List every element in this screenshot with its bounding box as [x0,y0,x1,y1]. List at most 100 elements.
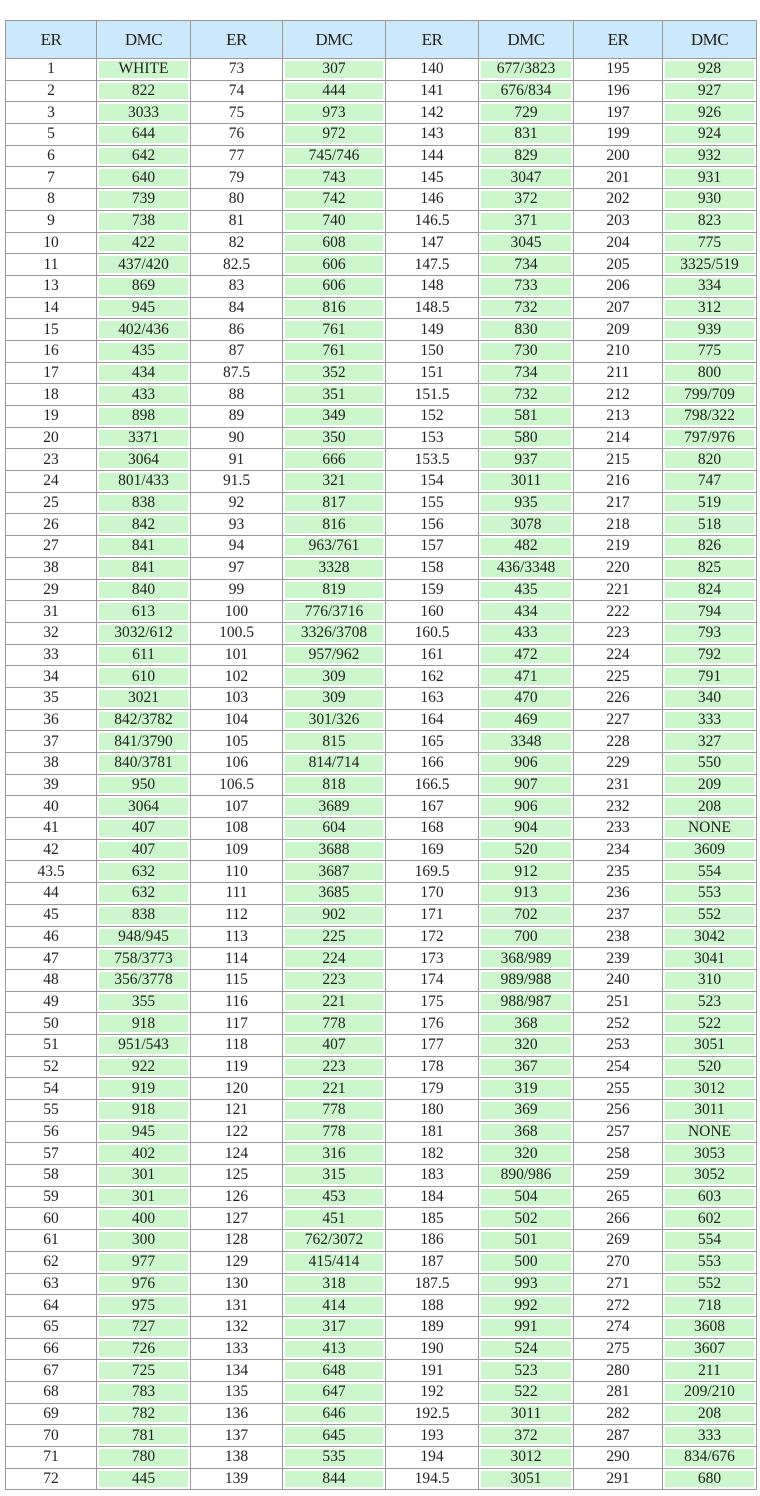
dmc-cell: 471 [478,665,574,688]
dmc-cell: 407 [282,1033,386,1057]
er-cell: 88 [190,383,283,406]
dmc-cell: 433 [478,621,574,645]
table-row: 56 945 122 778 181 368 257 NONE [5,1120,757,1144]
dmc-cell: 816 [282,513,386,537]
er-cell: 233 [573,817,663,840]
dmc-cell: 472 [478,643,574,667]
er-cell: 215 [573,448,663,472]
dmc-cell: 841 [96,535,191,558]
er-cell: 103 [190,686,283,710]
dmc-cell: 3042 [662,925,757,949]
dmc-cell: 818 [282,773,386,797]
er-cell: 140 [385,58,479,81]
dmc-cell: 677/3823 [478,58,574,81]
dmc-cell: 3326/3708 [282,621,386,645]
dmc-cell: 840 [96,578,191,602]
dmc-cell: 935 [478,491,574,515]
er-cell: 29 [5,578,97,602]
dmc-cell: 520 [478,838,574,862]
er-cell: 255 [573,1077,663,1100]
table-row: 18 433 88 351 151.5 732 212 799/709 [5,383,757,406]
dmc-cell: 948/945 [96,925,191,949]
er-cell: 201 [573,166,663,190]
er-cell: 59 [5,1185,97,1209]
table-row: 35 3021 103 309 163 470 226 340 [5,686,757,710]
er-cell: 238 [573,925,663,949]
er-cell: 151 [385,361,479,385]
er-cell: 91.5 [190,470,283,493]
dmc-cell: 798/322 [662,405,757,428]
dmc-cell: 316 [282,1142,386,1166]
er-cell: 173 [385,947,479,970]
er-cell: 195 [573,58,663,81]
er-cell: 174 [385,968,479,992]
dmc-cell: 369 [478,1099,574,1122]
dmc-cell: 553 [662,882,757,905]
dmc-cell: 680 [662,1467,757,1491]
er-cell: 57 [5,1142,97,1166]
er-cell: 153 [385,426,479,450]
table-row: 2 822 74 444 141 676/834 196 927 [5,79,757,103]
dmc-cell: 470 [478,686,574,710]
dmc-cell: 502 [478,1207,574,1231]
dmc-cell: 776/3716 [282,600,386,623]
er-cell: 17 [5,361,97,385]
dmc-cell: 838 [96,903,191,927]
er-cell: 197 [573,101,663,125]
dmc-cell: 762/3072 [282,1229,386,1252]
dmc-cell: 792 [662,643,757,667]
er-cell: 64 [5,1294,97,1317]
dmc-cell: 422 [96,231,191,255]
dmc-cell: 793 [662,621,757,645]
table-row: 45 838 112 902 171 702 237 552 [5,903,757,927]
er-cell: 87.5 [190,361,283,385]
dmc-cell: 640 [96,166,191,190]
dmc-cell: 902 [282,903,386,927]
dmc-cell: 632 [96,860,191,884]
dmc-cell: 825 [662,556,757,580]
er-cell: 10 [5,231,97,255]
dmc-cell: 3053 [662,1142,757,1166]
er-cell: 108 [190,817,283,840]
table-row: 15 402/436 86 761 149 830 209 939 [5,318,757,341]
dmc-cell: 815 [282,730,386,753]
er-cell: 232 [573,795,663,819]
er-cell: 165 [385,730,479,753]
dmc-cell: WHITE [96,58,191,81]
table-row: 23 3064 91 666 153.5 937 215 820 [5,448,757,472]
dmc-cell: 906 [478,752,574,775]
dmc-cell: 315 [282,1164,386,1187]
dmc-cell: 918 [96,1099,191,1122]
dmc-cell: 3325/519 [662,253,757,276]
dmc-cell: 611 [96,643,191,667]
er-cell: 275 [573,1337,663,1361]
dmc-cell: 3012 [662,1077,757,1100]
er-cell: 75 [190,101,283,125]
er-cell: 65 [5,1315,97,1339]
table-row: 49 355 116 221 175 988/987 251 523 [5,990,757,1014]
dmc-cell: 581 [478,405,574,428]
table-row: 68 783 135 647 192 522 281 209/210 [5,1380,757,1404]
table-row: 63 976 130 318 187.5 993 271 552 [5,1272,757,1296]
er-cell: 186 [385,1229,479,1252]
dmc-cell: 608 [282,231,386,255]
er-cell: 41 [5,817,97,840]
er-cell: 257 [573,1120,663,1144]
dmc-cell: 988/987 [478,990,574,1014]
dmc-cell: 951/543 [96,1033,191,1057]
er-cell: 49 [5,990,97,1014]
er-cell: 254 [573,1055,663,1079]
dmc-cell: 937 [478,448,574,472]
er-cell: 147.5 [385,253,479,276]
er-cell: 33 [5,643,97,667]
er-cell: 60 [5,1207,97,1231]
er-cell: 77 [190,144,283,168]
dmc-cell: 504 [478,1185,574,1209]
dmc-cell: 352 [282,361,386,385]
er-cell: 127 [190,1207,283,1231]
table-row: 67 725 134 648 191 523 280 211 [5,1359,757,1382]
er-cell: 125 [190,1164,283,1187]
table-row: 34 610 102 309 162 471 225 791 [5,665,757,688]
dmc-cell: 778 [282,1099,386,1122]
dmc-cell: 822 [96,79,191,103]
